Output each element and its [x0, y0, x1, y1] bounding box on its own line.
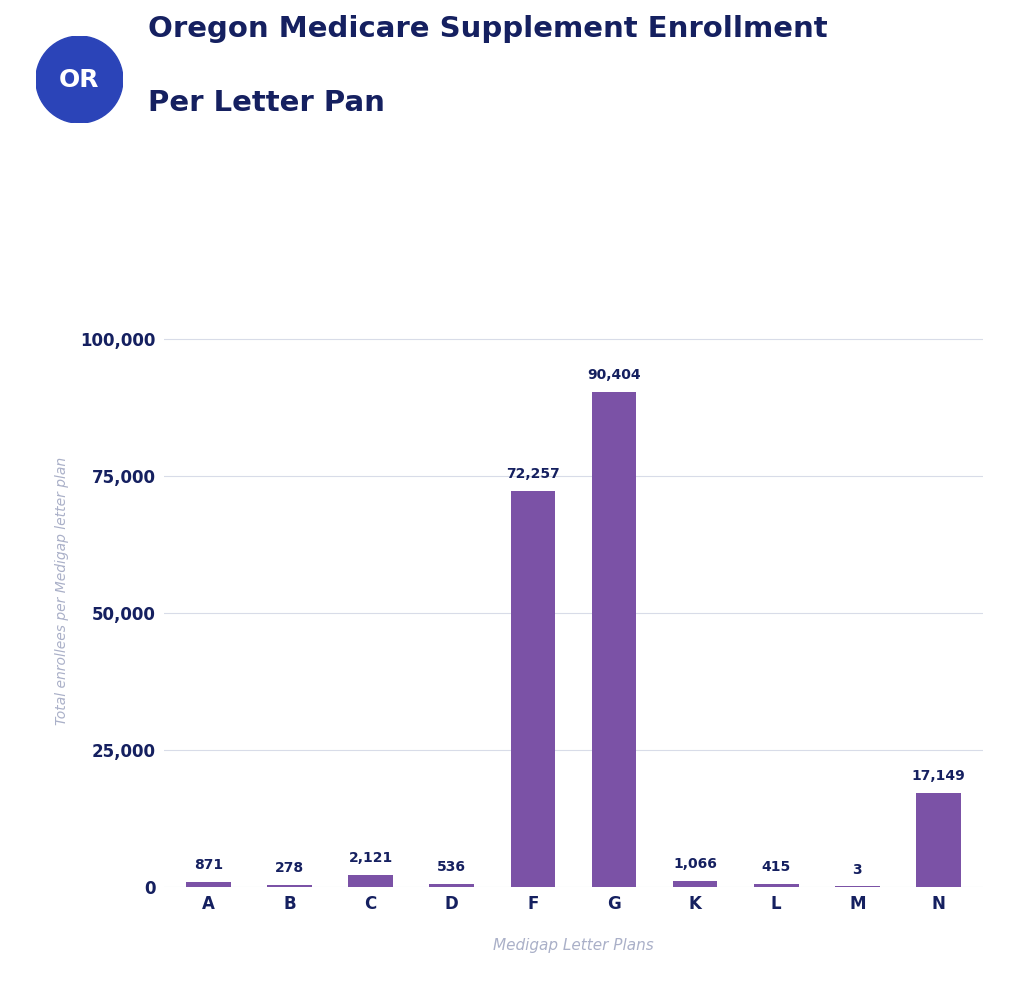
Bar: [429, 884, 474, 887]
Text: 871: 871: [194, 858, 223, 872]
X-axis label: Medigap Letter Plans: Medigap Letter Plans: [494, 938, 653, 952]
Bar: [186, 882, 230, 886]
Text: 536: 536: [437, 860, 466, 874]
Text: Per Letter Pan: Per Letter Pan: [148, 89, 385, 117]
Text: 3: 3: [853, 863, 862, 877]
Text: 2,121: 2,121: [348, 851, 393, 865]
Bar: [916, 793, 961, 886]
Ellipse shape: [36, 36, 123, 123]
Text: OR: OR: [59, 68, 99, 92]
Bar: [348, 875, 393, 887]
Text: 90,404: 90,404: [587, 368, 641, 382]
Bar: [754, 885, 799, 886]
Bar: [511, 492, 555, 886]
Text: 278: 278: [275, 861, 304, 875]
Text: 1,066: 1,066: [673, 857, 717, 871]
Y-axis label: Total enrollees per Medigap letter plan: Total enrollees per Medigap letter plan: [55, 457, 69, 725]
Bar: [592, 392, 636, 886]
Text: 72,257: 72,257: [506, 467, 560, 482]
Text: Oregon Medicare Supplement Enrollment: Oregon Medicare Supplement Enrollment: [148, 15, 828, 42]
Bar: [267, 885, 312, 886]
Text: 17,149: 17,149: [911, 769, 966, 783]
Bar: [673, 881, 718, 886]
Text: 415: 415: [762, 860, 791, 875]
